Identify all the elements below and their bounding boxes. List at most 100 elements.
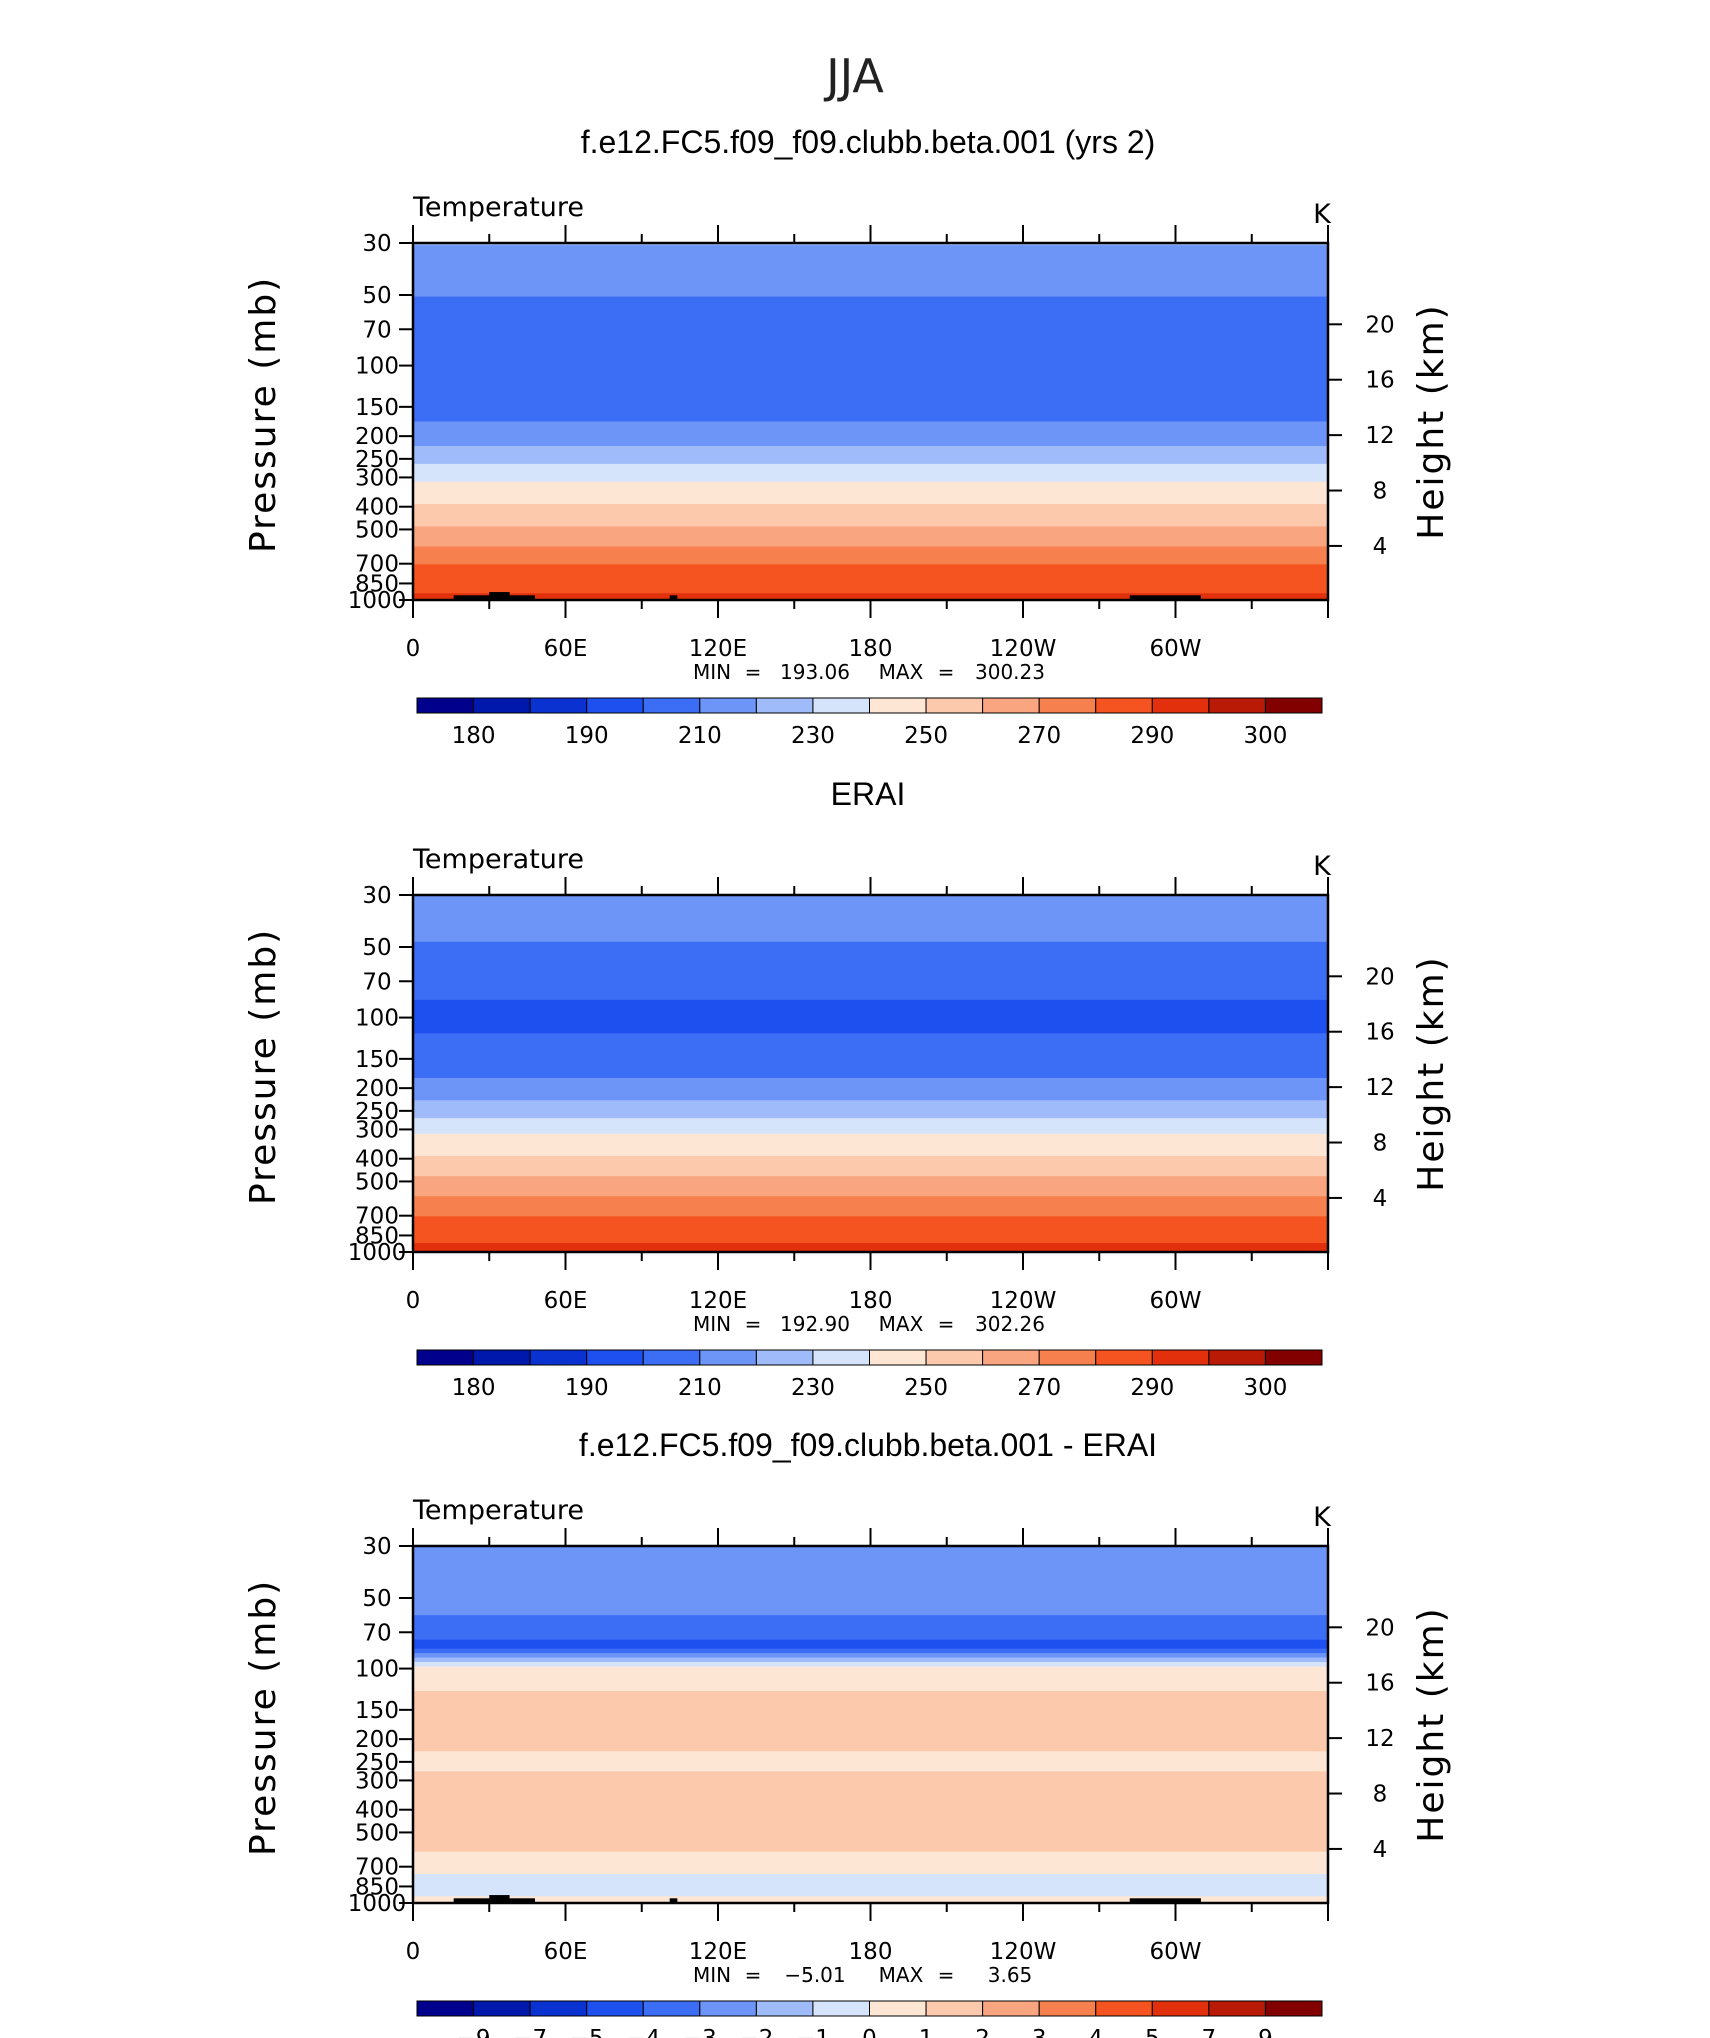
colorbar-label: 0 — [862, 2026, 877, 2038]
x-tick-label: 180 — [849, 1939, 893, 1965]
colorbar-swatch — [1151, 1349, 1210, 1366]
contour-band — [413, 1639, 1328, 1650]
y-tick-label: 700 — [355, 1855, 399, 1881]
colorbar-swatch — [869, 1349, 927, 1366]
colorbar-label: 5 — [1145, 2026, 1160, 2038]
contour-band — [413, 999, 1328, 1034]
colorbar-swatch — [642, 2000, 701, 2017]
colorbar-swatch — [755, 697, 814, 714]
colorbar-swatch — [869, 2000, 927, 2017]
colorbar-swatch — [755, 1349, 814, 1366]
y-right-tick-label: 12 — [1365, 1726, 1394, 1752]
contour-band — [413, 1077, 1328, 1101]
y-tick-label: 50 — [362, 283, 391, 309]
colorbar-label: 190 — [565, 723, 609, 749]
y-right-tick-label: 8 — [1373, 1131, 1388, 1157]
colorbar-swatch — [642, 1349, 701, 1366]
colorbar-label: 290 — [1130, 1375, 1174, 1401]
x-tick-label: 0 — [406, 1939, 421, 1965]
x-tick-label: 180 — [849, 636, 893, 662]
y-tick-label: 100 — [355, 1657, 399, 1683]
colorbar-swatch — [529, 1349, 588, 1366]
max-value: 3.65 — [988, 1963, 1033, 1987]
max-value: 300.23 — [975, 660, 1045, 684]
y-right-tick-label: 20 — [1365, 964, 1394, 990]
y-tick-label: 500 — [355, 1169, 399, 1195]
y-tick-label: 70 — [362, 317, 391, 343]
contour-band — [413, 526, 1328, 548]
colorbar-label: 230 — [791, 1375, 835, 1401]
variable-label: Temperature — [412, 192, 584, 223]
panels: f.e12.FC5.f09_f09.clubb.beta.001 (yrs 2)… — [243, 124, 1452, 2038]
contour-band — [413, 243, 1328, 246]
colorbar-swatch — [1264, 1349, 1323, 1366]
x-tick-label: 60E — [544, 1288, 588, 1314]
panel-3: f.e12.FC5.f09_f09.clubb.beta.001 - ERAI T… — [243, 1427, 1452, 2038]
x-tick-label: 0 — [406, 636, 421, 662]
contour-band — [413, 1648, 1328, 1654]
panel-1: f.e12.FC5.f09_f09.clubb.beta.001 (yrs 2)… — [243, 124, 1452, 749]
y-tick-label: 150 — [355, 1047, 399, 1073]
min-value: 192.90 — [780, 1312, 850, 1336]
min-label: MIN — [693, 1963, 731, 1987]
colorbar-swatch — [699, 2000, 757, 2017]
colorbar-swatch — [982, 2000, 1040, 2017]
min-label: MIN — [693, 1312, 731, 1336]
variable-label: Temperature — [412, 1495, 584, 1526]
contour-band — [413, 1118, 1328, 1135]
colorbar-swatch — [1095, 697, 1153, 714]
colorbar-swatch — [416, 2000, 475, 2017]
colorbar-label: 300 — [1243, 1375, 1287, 1401]
colorbar-swatch — [1038, 1349, 1097, 1366]
units-label: K — [1313, 851, 1332, 882]
land-mask — [453, 1895, 1201, 1903]
contour-bands — [413, 1546, 1328, 1904]
x-tick-label: 120E — [689, 1939, 747, 1965]
max-label: MAX — [879, 1963, 924, 1987]
contour-band — [413, 564, 1328, 594]
contour-band — [413, 1100, 1328, 1119]
colorbar-swatch — [925, 2000, 984, 2017]
colorbar-label: 7 — [1202, 2026, 1217, 2038]
colorbar-label: −4 — [626, 2026, 660, 2038]
colorbar: 180 190 210 230 250 270 290 300 — [416, 1349, 1323, 1401]
colorbar-label: −2 — [739, 2026, 773, 2038]
contour-band — [413, 1133, 1328, 1157]
x-tick-label: 60W — [1149, 636, 1201, 662]
y-tick-label: 250 — [355, 1750, 399, 1776]
colorbar-swatch — [982, 1349, 1040, 1366]
max-label: MAX — [879, 660, 924, 684]
contour-band — [413, 1751, 1328, 1772]
colorbar-swatch — [1264, 2000, 1323, 2017]
y-tick-label: 1000 — [348, 1240, 407, 1266]
colorbar-label: 230 — [791, 723, 835, 749]
x-tick-label: 180 — [849, 1288, 893, 1314]
colorbar-swatch — [1095, 1349, 1153, 1366]
min-equals: = — [745, 660, 762, 684]
max-label: MAX — [879, 1312, 924, 1336]
y-tick-label: 400 — [355, 1798, 399, 1824]
contour-band — [413, 1196, 1328, 1217]
colorbar-label: −3 — [683, 2026, 717, 2038]
colorbar-swatch — [416, 1349, 475, 1366]
colorbar-swatch — [416, 697, 475, 714]
y-tick-label: 200 — [355, 1076, 399, 1102]
colorbar: 180 190 210 230 250 270 290 300 — [416, 697, 1323, 749]
colorbar-swatch — [473, 2000, 531, 2017]
y-tick-label: 400 — [355, 495, 399, 521]
colorbar-swatch — [812, 697, 870, 714]
y-tick-label: 70 — [362, 1620, 391, 1646]
land-block — [669, 1898, 678, 1903]
colorbar-swatch — [982, 697, 1040, 714]
y-right-tick-label: 20 — [1365, 312, 1394, 338]
colorbar-label: 290 — [1130, 723, 1174, 749]
colorbar-swatch — [925, 697, 984, 714]
y-tick-label: 250 — [355, 1099, 399, 1125]
land-mask — [453, 592, 1201, 600]
y-tick-label: 850 — [355, 571, 399, 597]
colorbar-label: −9 — [457, 2026, 491, 2038]
max-value: 302.26 — [975, 1312, 1045, 1336]
y-tick-label: 500 — [355, 1820, 399, 1846]
contour-band — [413, 941, 1328, 1001]
